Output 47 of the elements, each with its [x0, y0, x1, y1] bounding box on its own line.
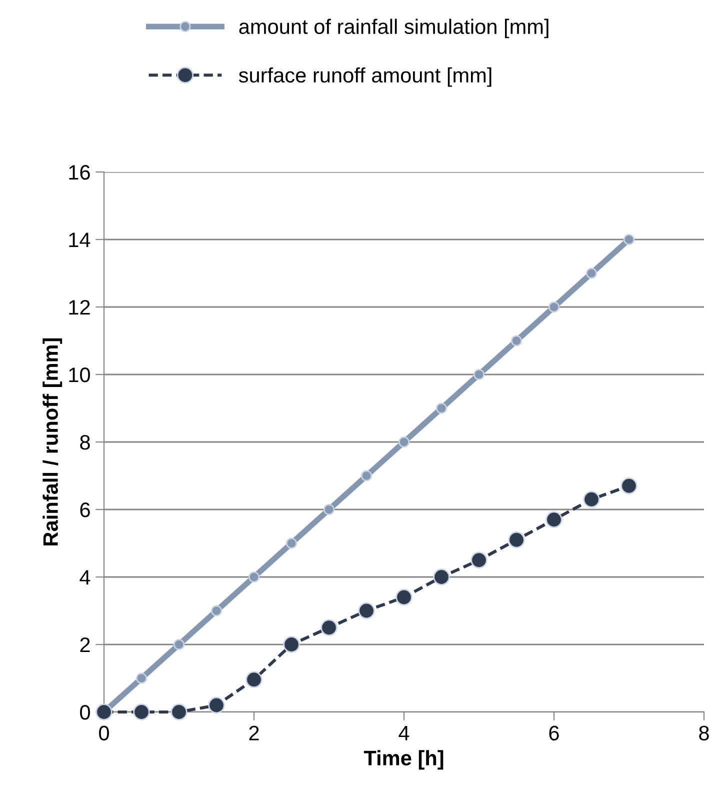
point	[508, 532, 525, 548]
point	[283, 636, 300, 653]
y-tick-label: 12	[69, 300, 90, 315]
legend-label: amount of rainfall simulation [mm]	[239, 18, 548, 38]
point	[323, 504, 335, 516]
y-tick-label: 0	[80, 705, 90, 720]
point	[436, 402, 448, 414]
point	[470, 552, 488, 568]
point	[320, 619, 338, 636]
y-tick-label: 16	[69, 165, 90, 180]
point	[623, 234, 635, 246]
point	[548, 301, 560, 313]
point	[286, 538, 298, 549]
point	[620, 478, 638, 494]
x-tick-label: 8	[699, 726, 709, 740]
point	[246, 671, 262, 688]
y-tick-label: 4	[80, 570, 90, 585]
y-tick-label: 14	[69, 232, 90, 248]
x-tick-label: 0	[99, 726, 109, 740]
point	[586, 268, 598, 279]
point	[210, 605, 222, 616]
point	[398, 436, 410, 448]
point	[248, 571, 260, 583]
point	[510, 335, 522, 346]
point	[133, 704, 150, 720]
point	[433, 568, 450, 586]
point	[360, 470, 372, 482]
point	[96, 704, 112, 720]
x-tick-label: 6	[549, 726, 559, 740]
point	[583, 491, 600, 508]
point	[136, 672, 148, 684]
y-axis-title: Rainfall / runoff [mm]	[42, 338, 62, 546]
point	[473, 368, 485, 380]
y-tick-label: 8	[80, 435, 90, 450]
x-tick-label: 4	[398, 726, 410, 740]
point	[358, 602, 375, 620]
y-tick-label: 10	[69, 368, 90, 382]
x-axis-title: Time [h]	[364, 750, 444, 770]
point	[546, 511, 562, 528]
y-tick-label: 2	[80, 638, 90, 652]
legend-label: surface runoff amount [mm]	[238, 67, 492, 87]
point	[396, 588, 412, 606]
point	[170, 704, 188, 720]
x-tick-label: 2	[249, 726, 259, 740]
y-tick-label: 6	[80, 502, 90, 518]
point	[173, 638, 185, 650]
point	[208, 696, 225, 714]
